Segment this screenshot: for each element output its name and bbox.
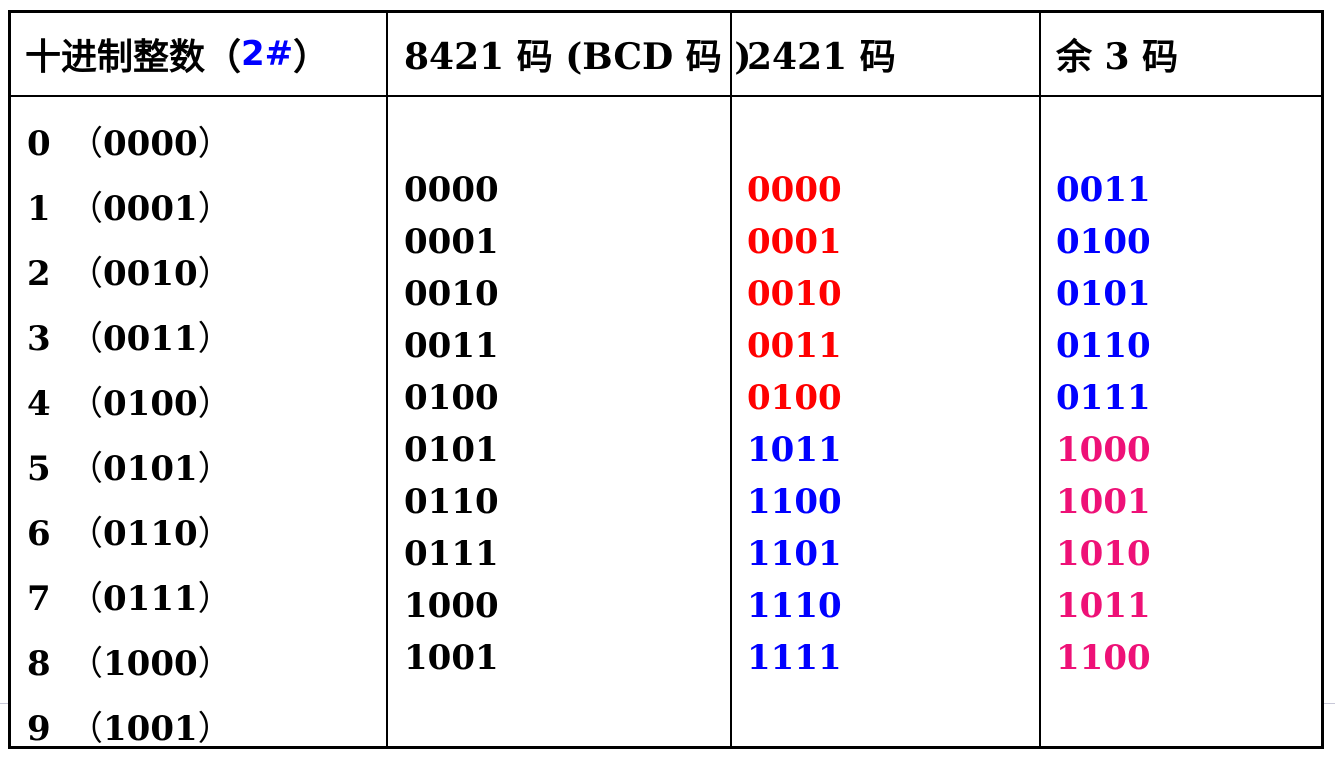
paren-open: （ bbox=[69, 709, 103, 749]
paren-open: （ bbox=[69, 644, 103, 684]
header-bcd-label: 8421 码 (BCD 码 ) bbox=[404, 36, 752, 78]
header-decimal-suffix: ） bbox=[293, 36, 330, 78]
bcd-codes-row: 1001 bbox=[404, 638, 499, 678]
paren-open: （ bbox=[69, 254, 103, 294]
codes-excess3-row: 1010 bbox=[1056, 534, 1151, 574]
codes-2421-row: 1100 bbox=[747, 482, 842, 522]
header-2421-label: 2421 码 bbox=[747, 36, 896, 78]
decimal-row: 2 （0010） bbox=[27, 246, 232, 295]
decimal-row: 5 （0101） bbox=[27, 441, 232, 490]
paren-close: ） bbox=[197, 709, 232, 749]
code-table: 十进制整数（ 2#） 8421 码 (BCD 码 ) 2421 码 余 3 码 0… bbox=[8, 10, 1324, 749]
decimal-digit: 7 bbox=[27, 579, 51, 619]
decimal-binary: 1001 bbox=[103, 709, 198, 749]
paren-close: ） bbox=[197, 319, 232, 359]
paren-open: （ bbox=[69, 189, 103, 229]
header-2421: 2421 码 bbox=[747, 13, 896, 95]
decimal-binary: 1000 bbox=[103, 644, 198, 684]
paren-open: （ bbox=[69, 579, 103, 619]
decimal-digit: 6 bbox=[27, 514, 51, 554]
codes-excess3-row: 1011 bbox=[1056, 586, 1151, 626]
decimal-binary: 0010 bbox=[103, 254, 198, 294]
paren-open: （ bbox=[69, 384, 103, 424]
codes-2421-row: 1111 bbox=[747, 638, 842, 678]
codes-excess3-row: 1001 bbox=[1056, 482, 1151, 522]
decimal-binary: 0101 bbox=[103, 449, 198, 489]
decimal-row: 7 （0111） bbox=[27, 571, 232, 620]
header-decimal: 十进制整数（ 2#） bbox=[25, 13, 329, 95]
paren-close: ） bbox=[197, 254, 232, 294]
paren-close: ） bbox=[197, 384, 232, 424]
header-decimal-hash: 2# bbox=[241, 34, 294, 74]
bcd-codes-row: 0000 bbox=[404, 170, 499, 210]
codes-2421-row: 0010 bbox=[747, 274, 842, 314]
paren-open: （ bbox=[69, 124, 103, 164]
decimal-row: 1 （0001） bbox=[27, 181, 232, 230]
paren-close: ） bbox=[197, 579, 232, 619]
header-decimal-prefix: 十进制整数（ bbox=[25, 36, 242, 78]
paren-close: ） bbox=[197, 124, 232, 164]
codes-2421-row: 0001 bbox=[747, 222, 842, 262]
codes-2421-row: 0100 bbox=[747, 378, 842, 418]
codes-excess3-row: 0110 bbox=[1056, 326, 1151, 366]
decimal-row: 6 （0110） bbox=[27, 506, 232, 555]
decimal-binary: 0111 bbox=[103, 579, 198, 619]
paren-close: ） bbox=[197, 644, 232, 684]
paren-open: （ bbox=[69, 319, 103, 359]
codes-2421-row: 1110 bbox=[747, 586, 842, 626]
decimal-digit: 8 bbox=[27, 644, 51, 684]
header-divider bbox=[11, 95, 1321, 97]
decimal-row: 0 （0000） bbox=[27, 116, 232, 165]
decimal-binary: 0000 bbox=[103, 124, 198, 164]
codes-2421-row: 0011 bbox=[747, 326, 842, 366]
header-bcd: 8421 码 (BCD 码 ) bbox=[404, 13, 751, 95]
decimal-digit: 5 bbox=[27, 449, 51, 489]
paren-close: ） bbox=[197, 449, 232, 489]
decimal-row: 4 （0100） bbox=[27, 376, 232, 425]
decimal-digit: 9 bbox=[27, 709, 51, 749]
codes-excess3-row: 0111 bbox=[1056, 378, 1151, 418]
bcd-codes-row: 0010 bbox=[404, 274, 499, 314]
decimal-digit: 4 bbox=[27, 384, 51, 424]
decimal-row: 8 （1000） bbox=[27, 636, 232, 685]
decimal-row: 3 （0011） bbox=[27, 311, 232, 360]
paren-open: （ bbox=[69, 514, 103, 554]
bcd-codes-row: 0111 bbox=[404, 534, 499, 574]
decimal-digit: 2 bbox=[27, 254, 51, 294]
paren-open: （ bbox=[69, 449, 103, 489]
paren-close: ） bbox=[197, 514, 232, 554]
bcd-codes-row: 0101 bbox=[404, 430, 499, 470]
decimal-digit: 1 bbox=[27, 189, 51, 229]
decimal-row: 9 （1001） bbox=[27, 701, 232, 750]
decimal-binary: 0110 bbox=[103, 514, 198, 554]
header-excess3-label: 余 3 码 bbox=[1056, 36, 1179, 78]
column-divider-1 bbox=[386, 13, 388, 746]
codes-excess3-row: 1000 bbox=[1056, 430, 1151, 470]
bcd-codes-row: 0001 bbox=[404, 222, 499, 262]
column-divider-2 bbox=[730, 13, 732, 746]
decimal-binary: 0100 bbox=[103, 384, 198, 424]
column-divider-3 bbox=[1039, 13, 1041, 746]
decimal-binary: 0011 bbox=[103, 319, 198, 359]
bcd-codes-row: 0011 bbox=[404, 326, 499, 366]
codes-2421-row: 1011 bbox=[747, 430, 842, 470]
codes-excess3-row: 0011 bbox=[1056, 170, 1151, 210]
bcd-codes-row: 0100 bbox=[404, 378, 499, 418]
decimal-binary: 0001 bbox=[103, 189, 198, 229]
bcd-codes-row: 1000 bbox=[404, 586, 499, 626]
decimal-digit: 3 bbox=[27, 319, 51, 359]
paren-close: ） bbox=[197, 189, 232, 229]
codes-excess3-row: 1100 bbox=[1056, 638, 1151, 678]
codes-excess3-row: 0101 bbox=[1056, 274, 1151, 314]
decimal-digit: 0 bbox=[27, 124, 51, 164]
codes-2421-row: 0000 bbox=[747, 170, 842, 210]
bcd-codes-row: 0110 bbox=[404, 482, 499, 522]
header-excess3: 余 3 码 bbox=[1056, 13, 1178, 95]
codes-excess3-row: 0100 bbox=[1056, 222, 1151, 262]
codes-2421-row: 1101 bbox=[747, 534, 842, 574]
